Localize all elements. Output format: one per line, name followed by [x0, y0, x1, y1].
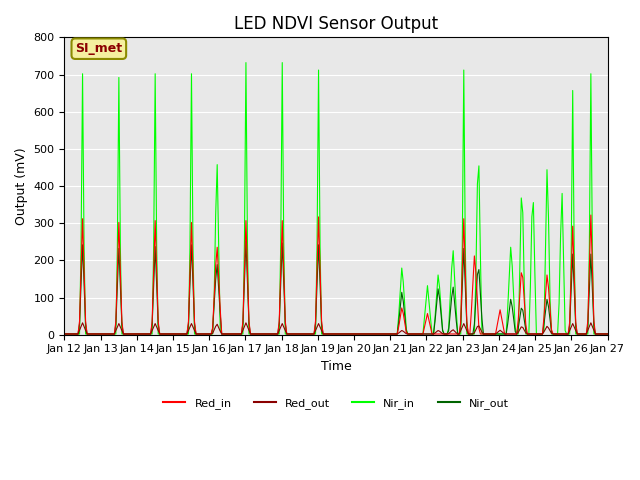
Nir_out: [223, 331, 230, 337]
Nir_out: [604, 331, 611, 337]
X-axis label: Time: Time: [321, 360, 351, 373]
Nir_in: [575, 331, 582, 337]
Red_in: [587, 212, 595, 218]
Red_out: [224, 331, 232, 337]
Nir_in: [241, 240, 248, 246]
Red_out: [575, 331, 582, 337]
Nir_out: [242, 238, 250, 244]
Red_in: [298, 331, 306, 337]
Red_in: [223, 331, 230, 337]
Red_in: [127, 331, 135, 337]
Red_out: [79, 320, 86, 326]
Red_out: [251, 331, 259, 337]
Line: Red_out: Red_out: [65, 323, 607, 334]
Nir_in: [61, 331, 68, 337]
Y-axis label: Output (mV): Output (mV): [15, 147, 28, 225]
Line: Red_in: Red_in: [65, 215, 607, 334]
Title: LED NDVI Sensor Output: LED NDVI Sensor Output: [234, 15, 438, 33]
Text: SI_met: SI_met: [76, 42, 122, 55]
Nir_out: [251, 331, 259, 337]
Red_in: [604, 331, 611, 337]
Red_in: [241, 268, 248, 274]
Red_in: [250, 331, 257, 337]
Nir_in: [242, 60, 250, 65]
Nir_in: [300, 331, 307, 337]
Nir_out: [241, 279, 248, 285]
Red_out: [129, 331, 136, 337]
Red_out: [604, 331, 611, 337]
Line: Nir_out: Nir_out: [65, 241, 607, 334]
Red_in: [61, 331, 68, 337]
Nir_out: [575, 331, 582, 337]
Line: Nir_in: Nir_in: [65, 62, 607, 334]
Nir_in: [604, 331, 611, 337]
Red_out: [242, 320, 250, 326]
Nir_out: [300, 331, 307, 337]
Legend: Red_in, Red_out, Nir_in, Nir_out: Red_in, Red_out, Nir_in, Nir_out: [159, 394, 513, 414]
Nir_in: [127, 331, 135, 337]
Nir_in: [223, 331, 230, 337]
Red_out: [61, 331, 68, 337]
Red_out: [300, 331, 307, 337]
Nir_out: [61, 331, 68, 337]
Nir_in: [251, 331, 259, 337]
Nir_out: [127, 331, 135, 337]
Red_in: [573, 331, 581, 337]
